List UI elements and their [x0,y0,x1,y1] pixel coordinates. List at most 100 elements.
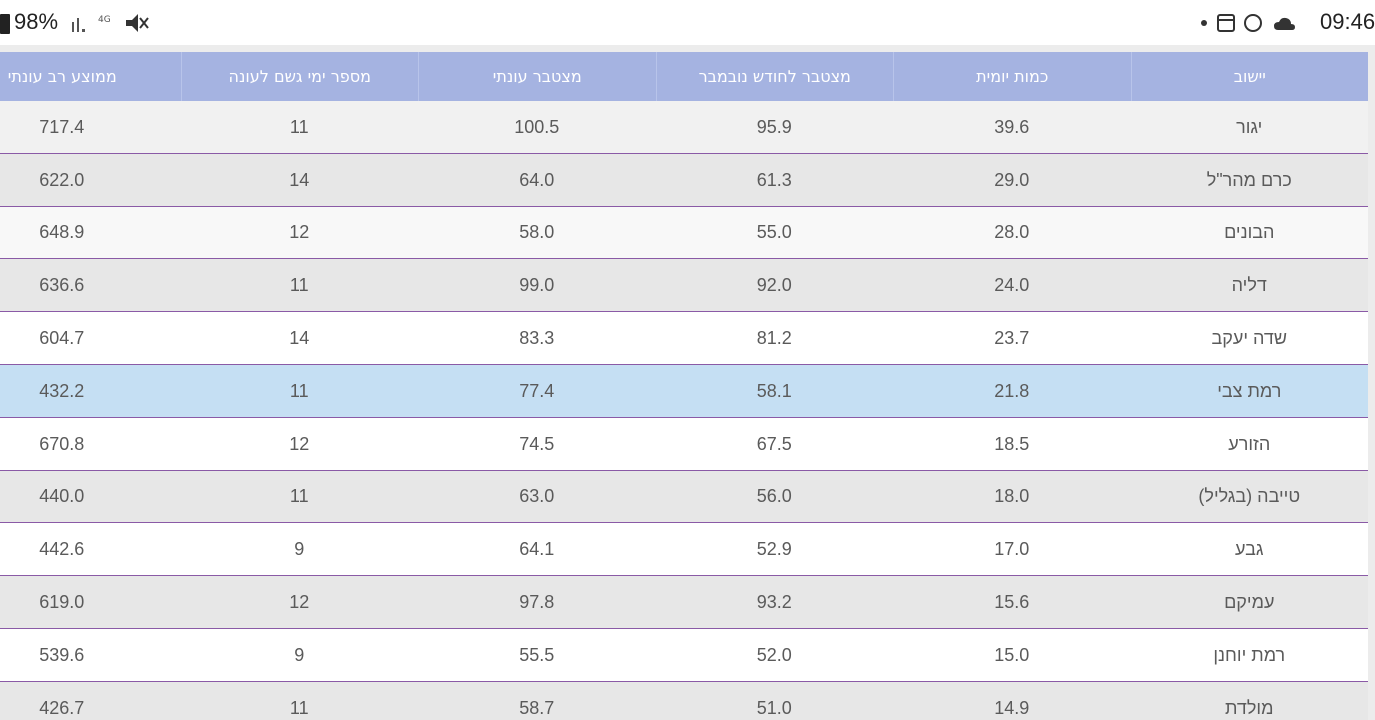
table-cell: 619.0 [39,592,85,613]
table-cell: 11 [289,697,309,718]
table-cell: 14.9 [994,697,1030,718]
table-cell: 21.8 [994,380,1030,401]
row-background [0,681,1368,720]
row-separator [0,628,1368,629]
signal-icons: 4G [72,14,149,32]
settlement-name: מולדת [1225,697,1274,718]
row-separator [0,364,1368,365]
table-cell: 432.2 [39,380,85,401]
table-cell: 83.3 [519,328,555,349]
table-cell: 100.5 [514,116,560,137]
table-cell: 24.0 [994,275,1030,296]
row-background [0,470,1368,524]
row-background [0,312,1368,365]
table-cell: 52.9 [756,539,792,560]
table-cell: 17.0 [994,539,1030,560]
row-separator [0,416,1368,418]
table-cell: 12 [289,592,310,613]
row-separator [0,205,1368,207]
row-background [0,629,1368,682]
table-cell: 23.7 [994,328,1030,349]
table-cell: 12 [289,222,310,243]
table-cell: 14 [289,169,310,190]
table-cell: 9 [294,539,305,560]
table-cell: 11 [289,116,309,137]
table-cell: 92.0 [756,275,792,296]
table-cell: 63.0 [519,486,555,507]
column-header: כמות יומית [893,52,1131,101]
table-cell: 442.6 [39,539,85,560]
settlement-name: כרם מהר"ל [1206,169,1292,190]
table-cell: 18.5 [994,433,1030,454]
column-header: מצטבר לחודש נובמבר [655,52,893,101]
row-background [0,153,1368,207]
row-separator [0,469,1368,471]
table-cell: 58.1 [756,380,792,401]
table-cell: 14 [289,328,310,349]
notification-icons [1201,14,1295,32]
table-cell: 64.0 [519,169,555,190]
table-cell: 95.9 [756,116,792,137]
table-cell: 99.0 [519,275,555,296]
rain-table: יישוב כמות יומית מצטבר לחודש נובמבר מצטבר ע… [0,52,1375,720]
row-separator [0,575,1368,577]
table-cell: 74.5 [519,433,555,454]
row-separator [0,680,1368,682]
battery-level: 98% [14,9,59,34]
table-cell: 55.0 [756,222,792,243]
settlement-name: הבונים [1224,222,1275,243]
table-cell: 58.7 [519,697,555,718]
settlement-name: טייבה (בגליל) [1198,486,1301,507]
settlement-name: רמת צבי [1217,380,1282,401]
settlement-name: שדה יעקב [1211,328,1288,349]
table-cell: 81.2 [756,328,792,349]
svg-text:4G: 4G [98,15,111,25]
table-cell: 440.0 [39,486,85,507]
row-background [0,417,1368,471]
table-cell: 93.2 [756,592,792,613]
table-cell: 18.0 [994,486,1030,507]
table-cell: 717.4 [39,116,85,137]
table-cell: 29.0 [994,169,1030,190]
row-background [0,206,1368,260]
table-cell: 67.5 [756,433,792,454]
row-background [0,576,1368,629]
table-cell: 11 [289,275,309,296]
column-header: מצטבר עונתי [418,52,656,101]
table-cell: 15.6 [994,592,1030,613]
row-separator [0,311,1368,313]
table-cell: 39.6 [994,116,1030,137]
table-cell: 77.4 [519,380,555,401]
table-cell: 61.3 [756,169,792,190]
table-cell: 51.0 [756,697,792,718]
table-cell: 426.7 [39,697,85,718]
table-cell: 55.5 [519,644,555,665]
settlement-name: הזורע [1228,433,1271,454]
table-cell: 52.0 [756,644,792,665]
row-background [0,365,1368,418]
row-background [0,101,1368,154]
settlement-name: רמת יוחנן [1213,644,1286,665]
column-header: יישוב [1130,52,1368,101]
table-cell: 15.0 [994,644,1030,665]
row-separator [0,522,1368,524]
table-cell: 670.8 [39,433,85,454]
table-cell: 11 [289,380,309,401]
settlement-name: עמיקם [1224,592,1275,613]
column-header: ממוצע רב עונתי [0,52,181,101]
column-header: מספר ימי גשם לעונה [180,52,418,101]
table-cell: 28.0 [994,222,1030,243]
table-cell: 648.9 [39,222,85,243]
table-cell: 11 [289,486,309,507]
clock: 09:46 [1320,9,1375,34]
table-cell: 539.6 [39,644,85,665]
settlement-name: גבע [1235,539,1264,560]
table-cell: 622.0 [39,169,85,190]
status-bar: 98% 4G 09:46 [0,0,1375,45]
settlement-name: דליה [1231,275,1267,296]
row-separator [0,258,1368,260]
battery-icon [0,14,10,34]
table-cell: 12 [289,433,310,454]
settlement-name: יגור [1236,116,1263,137]
